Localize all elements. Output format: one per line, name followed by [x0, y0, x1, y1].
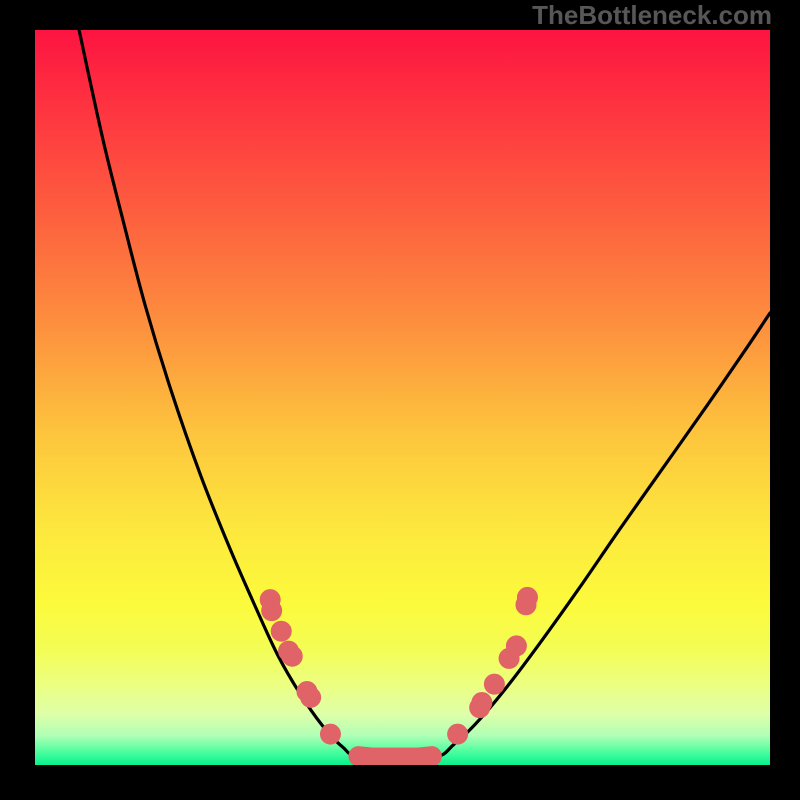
- plot-svg: [35, 30, 770, 765]
- data-marker: [320, 724, 340, 744]
- data-marker: [472, 693, 492, 713]
- data-marker: [262, 601, 282, 621]
- data-marker: [301, 687, 321, 707]
- data-marker: [448, 724, 468, 744]
- data-marker: [282, 646, 302, 666]
- chart-frame: TheBottleneck.com: [0, 0, 800, 800]
- bottom-marker-band: [358, 756, 432, 757]
- data-marker: [517, 587, 537, 607]
- data-marker: [506, 636, 526, 656]
- data-marker: [271, 621, 291, 641]
- data-marker: [484, 674, 504, 694]
- watermark-text: TheBottleneck.com: [532, 0, 772, 31]
- plot-area: [35, 30, 770, 765]
- bottleneck-curve: [79, 30, 770, 759]
